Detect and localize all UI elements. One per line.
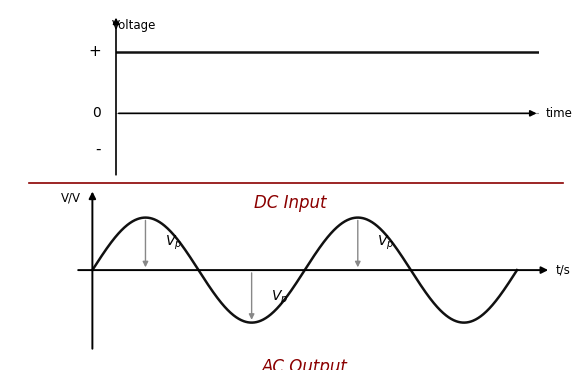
Text: -: - — [96, 142, 101, 157]
Text: $V_p$: $V_p$ — [165, 233, 182, 252]
Text: $V_p$: $V_p$ — [377, 233, 394, 252]
Text: t/s: t/s — [555, 263, 570, 277]
Text: time: time — [546, 107, 572, 120]
Text: V/V: V/V — [61, 191, 81, 204]
Text: DC Input: DC Input — [254, 194, 326, 212]
Text: 0: 0 — [92, 106, 101, 120]
Text: $V_p$: $V_p$ — [271, 288, 288, 307]
Text: AC Output: AC Output — [262, 358, 347, 370]
Text: Voltage: Voltage — [112, 19, 156, 32]
Text: +: + — [88, 44, 101, 59]
